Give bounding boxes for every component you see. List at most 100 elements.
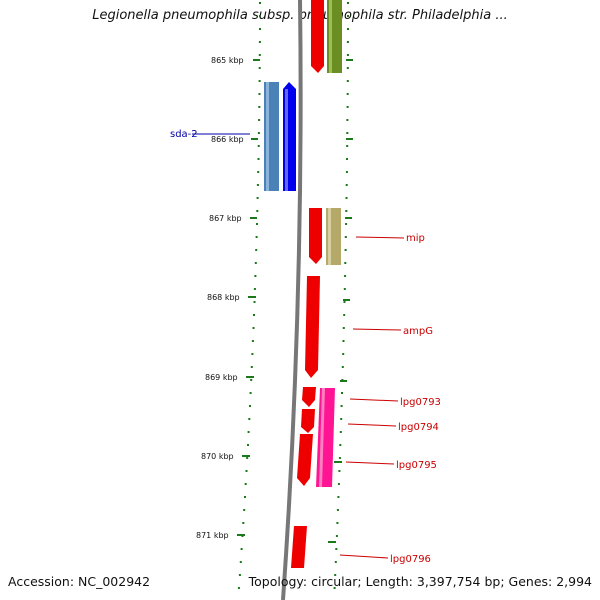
track-dot [258,119,261,121]
track-dot [255,236,258,238]
gene-arrow-lpg0796[interactable] [291,526,307,568]
genome-backbone [281,0,303,600]
label-sda2[interactable]: sda-2 [170,129,198,140]
track-dot [246,457,249,459]
gene-labels: sda-2 mip ampG lpg0793 lpg0794 lpg0795 l… [170,129,441,565]
track-dot [256,210,259,212]
track-dot [338,470,341,472]
track-dot [346,67,349,69]
gene-arrow-ampG[interactable] [305,276,320,378]
genome-summary-text: Topology: circular; Length: 3,397,754 bp… [248,574,592,589]
track-dot [253,288,256,290]
track-dot [346,145,349,147]
track-dot [258,41,261,43]
track-dot [344,236,347,238]
track-dot [342,327,345,329]
label-lpg0794[interactable]: lpg0794 [398,422,439,433]
gene-arrow-lpg0793[interactable] [302,387,316,407]
track-dot [347,28,349,30]
track-dot [243,509,246,511]
leader-mip [355,236,405,239]
track-dot [344,249,347,251]
label-mip[interactable]: mip [406,233,425,244]
track-dot [334,574,337,576]
kbp-ticks: 865 kbp 866 kbp 867 kbp 868 kbp 869 kbp … [196,56,353,543]
label-lpg0795[interactable]: lpg0795 [396,460,437,471]
tick-label-868: 868 kbp [207,293,240,302]
track-dot [333,587,336,589]
track-dot [346,106,349,108]
label-lpg0793[interactable]: lpg0793 [400,397,441,408]
track-dot [259,15,261,17]
track-dot [239,561,242,563]
track-dot [346,119,349,121]
track-dot [343,288,346,290]
track-dot [249,392,252,394]
track-dot [346,158,348,160]
track-dot [250,379,253,381]
track-dot [257,171,260,173]
track-dot [258,106,261,108]
track-dot [346,80,349,82]
track-dot [335,535,338,537]
track-dot [242,522,245,524]
track-dot [339,444,342,446]
track-dot [347,2,349,4]
track-dot [337,496,340,498]
gene-block-olive-highlight [329,0,332,73]
gene-block-steelblue-highlight [266,82,269,191]
track-dot [244,483,247,485]
leader-lpg0795 [345,461,395,465]
track-dot [258,93,261,95]
tick-label-866: 866 kbp [211,135,244,144]
track-dot [258,80,261,82]
track-dot [335,548,338,550]
gene-arrow-mip[interactable] [309,208,322,264]
gene-arrow-lpg0794[interactable] [301,409,315,433]
track-dot [340,418,343,420]
track-dot [345,210,348,212]
track-dot [334,561,337,563]
gene-features [264,0,342,568]
leader-lpg0794 [347,423,397,427]
track-dot [259,28,261,30]
track-dot [343,314,346,316]
gene-arrow-sda2[interactable] [283,82,296,191]
track-dot [345,223,348,225]
label-ampG[interactable]: ampG [403,326,433,337]
tick-label-870: 870 kbp [201,452,234,461]
track-dot [249,405,251,407]
track-dot [259,2,261,4]
track-dot [254,275,257,277]
track-dot [248,418,251,420]
track-dot [345,171,348,173]
track-dot [247,444,249,446]
gene-arrow-lpg0795[interactable] [297,434,313,486]
tick-label-865: 865 kbp [211,56,244,65]
leader-lpg0796 [339,554,389,559]
track-dot [341,392,343,394]
track-dot [256,223,258,225]
track-dot [346,93,349,95]
leader-ampG [352,328,402,331]
gene-block-magenta[interactable] [316,388,335,487]
track-dot [344,262,347,264]
track-dot [347,15,349,17]
track-dot [254,262,257,264]
track-dot [345,197,348,199]
track-dot [255,249,258,251]
track-dot [257,132,260,134]
track-dot [245,470,248,472]
track-dot [252,327,255,329]
gene-arrow-top-red[interactable] [311,0,324,73]
track-dot [258,67,261,69]
tick-track-left [237,2,261,589]
track-dot [344,275,347,277]
track-dot [244,496,246,498]
track-dot [257,145,260,147]
track-dot [237,587,240,589]
label-lpg0796[interactable]: lpg0796 [390,554,431,565]
track-dot [250,366,253,368]
track-dot [257,158,260,160]
